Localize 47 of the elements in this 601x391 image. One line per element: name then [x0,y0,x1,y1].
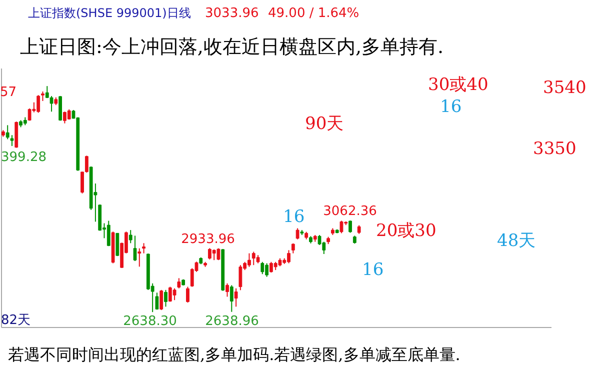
candlestick [234,288,238,308]
text: 3350 [533,139,576,159]
candlestick [238,264,242,291]
candlestick [212,248,216,261]
candlestick [10,134,14,146]
candlestick [340,220,344,234]
candlestick [226,282,229,298]
text: 3540 [543,78,586,98]
candlestick [138,248,142,268]
candlestick [177,278,181,289]
text: 16 [440,97,462,117]
candlestick [41,91,44,102]
text: 48天 [497,231,536,251]
text: 82天 [1,313,31,328]
annotation: 2933.96 [181,232,235,247]
annotation: 90天 [305,114,344,134]
text: 30或40 [428,75,488,95]
chart-title: 上证日图:今上冲回落,收在近日横盘区内,多单持有. [20,36,444,58]
candlestick [230,284,234,312]
candlestick [106,220,110,247]
candlestick [50,96,54,112]
text: 上证指数(SHSE 999001)日线 [28,6,191,20]
candlestick [186,286,190,304]
text: 49.00 / 1.64% [268,6,360,21]
candlestick [58,96,62,122]
candlestick [28,108,32,122]
candlestick [348,220,352,234]
annotation: 57 [0,85,17,100]
annotation: 399.28 [1,150,46,165]
text: 16 [362,260,384,280]
candlestick [128,230,132,244]
candlestick [260,261,264,275]
candlestick [133,235,137,262]
annotation: 16 [283,207,305,227]
candlestick [155,292,159,310]
candlestick [296,228,300,240]
text: 3033.96 [205,6,259,21]
candlestick [142,242,146,254]
candlestick [164,289,168,308]
text: 若遇不同时间出现的红蓝图,多单加码.若遇绿图,多单减至底单量. [8,345,460,364]
text: 2638.30 [123,314,177,329]
annotation: 3062.36 [323,204,377,219]
text: 20或30 [376,221,436,241]
text: 2638.96 [205,314,259,329]
candlestick [160,289,164,311]
candlestick [172,288,176,301]
candlestick [6,124,10,140]
